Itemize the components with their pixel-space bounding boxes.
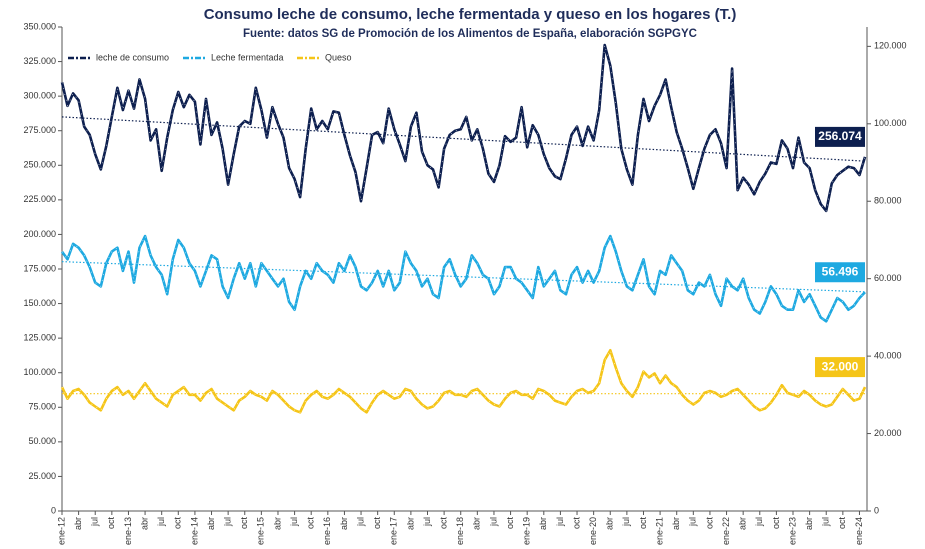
y2-tick-label: 120.000 xyxy=(874,41,907,51)
x-tick-label: oct xyxy=(571,517,581,530)
x-tick-label: jul xyxy=(422,517,432,527)
x-tick-label: jul xyxy=(555,517,565,527)
x-tick-label: oct xyxy=(638,517,648,530)
chart-subtitle: Fuente: datos SG de Promoción de los Ali… xyxy=(243,28,697,40)
x-tick-label: abr xyxy=(339,517,349,530)
y2-tick-label: 80.000 xyxy=(874,196,902,206)
y-tick-label: 100.000 xyxy=(23,367,56,377)
x-tick-label: abr xyxy=(139,517,149,530)
x-tick-label: jul xyxy=(621,517,631,527)
value-label-box xyxy=(815,126,865,147)
x-tick-label: jul xyxy=(223,517,233,527)
trend-line xyxy=(61,116,866,162)
x-tick-label: ene-19 xyxy=(522,517,532,545)
x-tick-label: ene-14 xyxy=(189,517,199,545)
x-tick-label: abr xyxy=(272,517,282,530)
x-tick-label: jul xyxy=(90,517,100,527)
y-tick-label: 175.000 xyxy=(23,263,56,273)
x-tick-label: ene-24 xyxy=(854,517,864,545)
y-tick-label: 25.000 xyxy=(28,471,56,481)
y2-tick-label: 40.000 xyxy=(874,350,902,360)
x-tick-label: oct xyxy=(771,517,781,530)
value-label-box xyxy=(815,357,865,378)
x-tick-label: ene-21 xyxy=(654,517,664,545)
x-tick-label: oct xyxy=(837,517,847,530)
x-tick-label: jul xyxy=(488,517,498,527)
x-tick-label: oct xyxy=(505,517,515,530)
y2-tick-label: 0 xyxy=(874,505,879,515)
y2-tick-label: 20.000 xyxy=(874,428,902,438)
x-tick-label: abr xyxy=(405,517,415,530)
series-line xyxy=(60,234,866,323)
x-tick-label: ene-18 xyxy=(455,517,465,545)
x-tick-label: oct xyxy=(106,517,116,530)
x-tick-label: oct xyxy=(306,517,316,530)
y-tick-label: 150.000 xyxy=(23,298,56,308)
y2-tick-label: 60.000 xyxy=(874,273,902,283)
x-tick-label: jul xyxy=(355,517,365,527)
y-tick-label: 0 xyxy=(51,505,56,515)
y-tick-label: 275.000 xyxy=(23,125,56,135)
x-tick-label: oct xyxy=(704,517,714,530)
x-tick-label: abr xyxy=(671,517,681,530)
y2-tick-label: 100.000 xyxy=(874,118,907,128)
y-tick-label: 225.000 xyxy=(23,194,56,204)
series-line xyxy=(60,349,867,414)
y-tick-label: 250.000 xyxy=(23,160,56,170)
x-tick-label: oct xyxy=(173,517,183,530)
y-tick-label: 200.000 xyxy=(23,229,56,239)
x-tick-label: oct xyxy=(239,517,249,530)
series-line-highlight xyxy=(61,349,866,413)
legend-label: Leche fermentada xyxy=(211,52,284,62)
value-label: 256.074 xyxy=(818,129,862,143)
x-tick-label: ene-23 xyxy=(787,517,797,545)
y-tick-label: 300.000 xyxy=(23,91,56,101)
y-tick-label: 75.000 xyxy=(28,402,56,412)
x-tick-label: ene-20 xyxy=(588,517,598,545)
x-tick-label: abr xyxy=(472,517,482,530)
x-tick-label: ene-13 xyxy=(123,517,133,545)
x-tick-label: oct xyxy=(438,517,448,530)
x-tick-label: abr xyxy=(538,517,548,530)
x-tick-label: abr xyxy=(73,517,83,530)
y-tick-label: 125.000 xyxy=(23,333,56,343)
value-label: 32.000 xyxy=(822,359,859,373)
x-tick-label: ene-16 xyxy=(322,517,332,545)
y-tick-label: 325.000 xyxy=(23,56,56,66)
x-tick-label: jul xyxy=(754,517,764,527)
x-tick-label: abr xyxy=(206,517,216,530)
x-tick-label: ene-15 xyxy=(256,517,266,545)
value-label: 56.496 xyxy=(822,264,859,278)
x-tick-label: jul xyxy=(156,517,166,527)
x-tick-label: jul xyxy=(688,517,698,527)
series-line xyxy=(60,43,867,213)
x-tick-label: abr xyxy=(605,517,615,530)
value-label-box xyxy=(815,262,865,283)
chart-title: Consumo leche de consumo, leche fermenta… xyxy=(204,6,737,23)
y-tick-label: 350.000 xyxy=(23,21,56,31)
series-line-highlight xyxy=(61,44,866,212)
y-tick-label: 50.000 xyxy=(28,436,56,446)
x-tick-label: ene-12 xyxy=(56,517,66,545)
x-tick-label: oct xyxy=(372,517,382,530)
x-tick-label: ene-22 xyxy=(721,517,731,545)
legend-label: leche de consumo xyxy=(96,52,169,62)
x-tick-label: jul xyxy=(289,517,299,527)
x-tick-label: abr xyxy=(738,517,748,530)
x-tick-label: ene-17 xyxy=(389,517,399,545)
x-tick-label: jul xyxy=(821,517,831,527)
x-tick-label: abr xyxy=(804,517,814,530)
legend-label: Queso xyxy=(325,52,352,62)
